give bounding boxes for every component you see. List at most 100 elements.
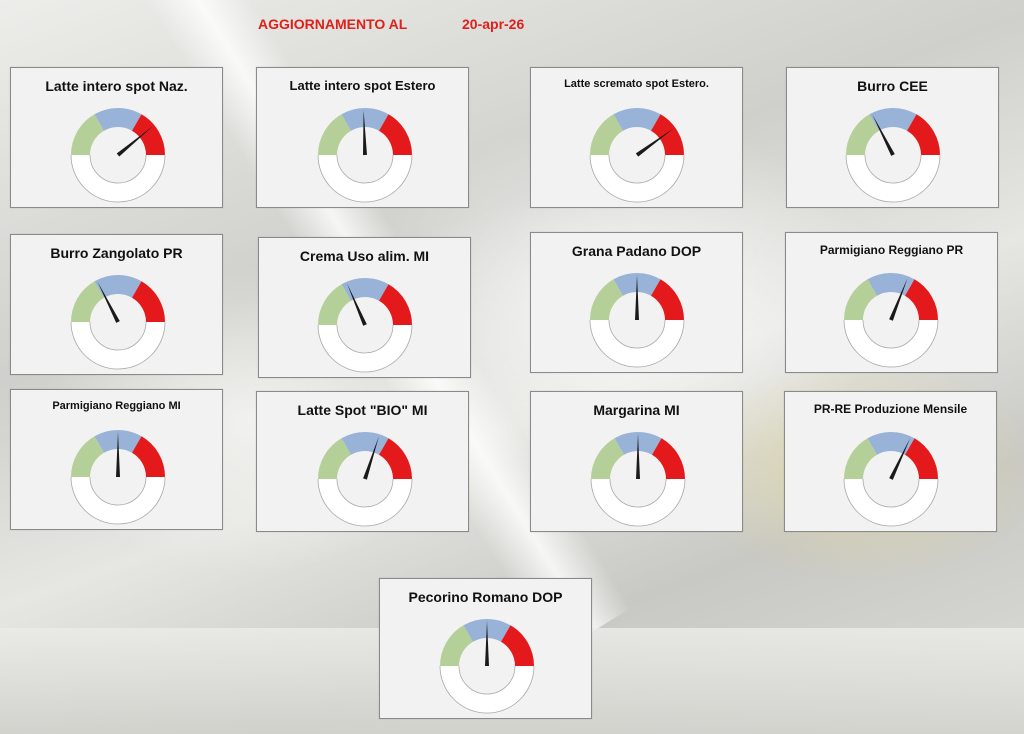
gauge-segment-red bbox=[378, 114, 412, 156]
gauge-lower-band bbox=[318, 154, 412, 202]
gauge-segment-blue bbox=[94, 108, 142, 132]
gauge-needle bbox=[636, 434, 640, 479]
gauge-lower-band bbox=[590, 154, 684, 202]
gauge-card-burro-cee[interactable]: Burro CEE bbox=[786, 67, 999, 208]
gauge-needle bbox=[485, 621, 489, 666]
gauge-lower-band bbox=[71, 476, 165, 524]
gauge-title: Burro Zangolato PR bbox=[50, 245, 183, 261]
gauge-needle bbox=[889, 278, 908, 321]
gauge-dial bbox=[589, 108, 685, 203]
gauge-segment-red bbox=[906, 114, 940, 156]
gauge-title: PR-RE Produzione Mensile bbox=[813, 402, 968, 416]
gauge-lower-band bbox=[318, 478, 412, 526]
gauge-card-burro-zangolato-pr[interactable]: Burro Zangolato PR bbox=[10, 234, 223, 375]
gauge-title: Latte intero spot Naz. bbox=[45, 78, 188, 94]
gauge-title: Pecorino Romano DOP bbox=[408, 589, 563, 605]
gauge-segment-green bbox=[590, 279, 624, 321]
gauge-segment-green bbox=[71, 436, 105, 478]
gauge-lower-band bbox=[71, 154, 165, 202]
gauge-card-grana-padano-dop[interactable]: Grana Padano DOP bbox=[530, 232, 743, 373]
gauge-segment-green bbox=[590, 114, 624, 156]
gauge-segment-blue bbox=[867, 273, 915, 297]
gauge-card-latte-intero-spot-estero[interactable]: Latte intero spot Estero bbox=[256, 67, 469, 208]
gauge-segment-red bbox=[131, 436, 165, 478]
gauge-dial bbox=[843, 432, 939, 527]
gauge-dial bbox=[70, 430, 166, 525]
gauge-segment-green bbox=[318, 284, 352, 326]
gauge-needle bbox=[635, 275, 639, 320]
gauge-segment-blue bbox=[867, 432, 915, 456]
gauge-card-crema-uso-alim-mi[interactable]: Crema Uso alim. MI bbox=[258, 237, 471, 378]
gauge-dial bbox=[590, 432, 686, 527]
gauge-needle bbox=[116, 432, 120, 477]
gauge-lower-band bbox=[844, 478, 938, 526]
gauge-title: Latte intero spot Estero bbox=[289, 78, 436, 93]
gauge-dial bbox=[845, 108, 941, 203]
gauge-segment-green bbox=[440, 625, 474, 667]
gauge-title: Burro CEE bbox=[857, 78, 928, 94]
gauge-segment-green bbox=[844, 279, 878, 321]
gauge-segment-blue bbox=[341, 108, 389, 132]
gauge-segment-red bbox=[500, 625, 534, 667]
gauge-needle bbox=[97, 281, 120, 323]
gauge-title: Margarina MI bbox=[593, 402, 680, 418]
update-label: AGGIORNAMENTO AL bbox=[258, 16, 408, 32]
gauge-segment-green bbox=[71, 281, 105, 323]
gauge-dial bbox=[70, 275, 166, 370]
gauge-needle bbox=[889, 438, 911, 480]
gauge-needle bbox=[347, 283, 367, 326]
gauge-dial bbox=[589, 273, 685, 368]
gauge-segment-blue bbox=[869, 108, 917, 132]
update-date: 20-apr-26 bbox=[462, 16, 525, 32]
gauge-segment-green bbox=[591, 438, 625, 480]
gauge-lower-band bbox=[318, 324, 412, 372]
gauge-title: Parmigiano Reggiano MI bbox=[52, 400, 181, 412]
gauge-segment-red bbox=[650, 114, 684, 156]
gauge-segment-red bbox=[904, 279, 938, 321]
gauge-segment-red bbox=[650, 279, 684, 321]
gauge-segment-red bbox=[378, 438, 412, 480]
gauge-segment-green bbox=[318, 114, 352, 156]
gauge-lower-band bbox=[590, 319, 684, 367]
gauge-segment-green bbox=[846, 114, 880, 156]
gauge-card-latte-scremato-spot-estero[interactable]: Latte scremato spot Estero. bbox=[530, 67, 743, 208]
gauge-segment-blue bbox=[613, 108, 661, 132]
gauge-lower-band bbox=[440, 665, 534, 713]
gauge-lower-band bbox=[591, 478, 685, 526]
gauge-segment-green bbox=[71, 114, 105, 156]
gauge-card-latte-spot-bio-mi[interactable]: Latte Spot "BIO" MI bbox=[256, 391, 469, 532]
gauge-segment-blue bbox=[94, 275, 142, 299]
gauge-lower-band bbox=[71, 321, 165, 369]
gauge-segment-red bbox=[378, 284, 412, 326]
gauge-needle bbox=[116, 126, 153, 157]
gauge-lower-band bbox=[844, 319, 938, 367]
gauge-card-margarina-mi[interactable]: Margarina MI bbox=[530, 391, 743, 532]
gauge-title: Latte scremato spot Estero. bbox=[564, 78, 709, 90]
gauge-segment-green bbox=[318, 438, 352, 480]
gauge-title: Latte Spot "BIO" MI bbox=[297, 402, 428, 418]
gauge-dial bbox=[843, 273, 939, 368]
gauge-segment-red bbox=[131, 281, 165, 323]
gauge-card-pecorino-romano-dop[interactable]: Pecorino Romano DOP bbox=[379, 578, 592, 719]
gauge-card-pr-re-produzione-mensile[interactable]: PR-RE Produzione Mensile bbox=[784, 391, 997, 532]
gauge-card-latte-intero-spot-naz[interactable]: Latte intero spot Naz. bbox=[10, 67, 223, 208]
gauge-card-parmigiano-reggiano-mi[interactable]: Parmigiano Reggiano MI bbox=[10, 389, 223, 530]
gauge-segment-red bbox=[651, 438, 685, 480]
gauge-segment-red bbox=[131, 114, 165, 156]
gauge-needle bbox=[872, 114, 895, 156]
gauge-needle bbox=[363, 436, 379, 480]
gauge-title: Grana Padano DOP bbox=[571, 243, 702, 259]
gauge-segment-green bbox=[844, 438, 878, 480]
gauge-dial bbox=[317, 278, 413, 373]
gauge-dial bbox=[70, 108, 166, 203]
gauge-needle bbox=[363, 110, 367, 156]
gauge-title: Parmigiano Reggiano PR bbox=[819, 243, 964, 257]
gauge-card-parmigiano-reggiano-pr[interactable]: Parmigiano Reggiano PR bbox=[785, 232, 998, 373]
gauge-dial bbox=[317, 108, 413, 203]
gauge-needle bbox=[635, 128, 674, 157]
gauge-segment-blue bbox=[341, 278, 389, 302]
gauge-segment-red bbox=[904, 438, 938, 480]
gauge-title: Crema Uso alim. MI bbox=[299, 248, 430, 264]
gauge-dial bbox=[317, 432, 413, 527]
gauge-segment-blue bbox=[341, 432, 389, 456]
